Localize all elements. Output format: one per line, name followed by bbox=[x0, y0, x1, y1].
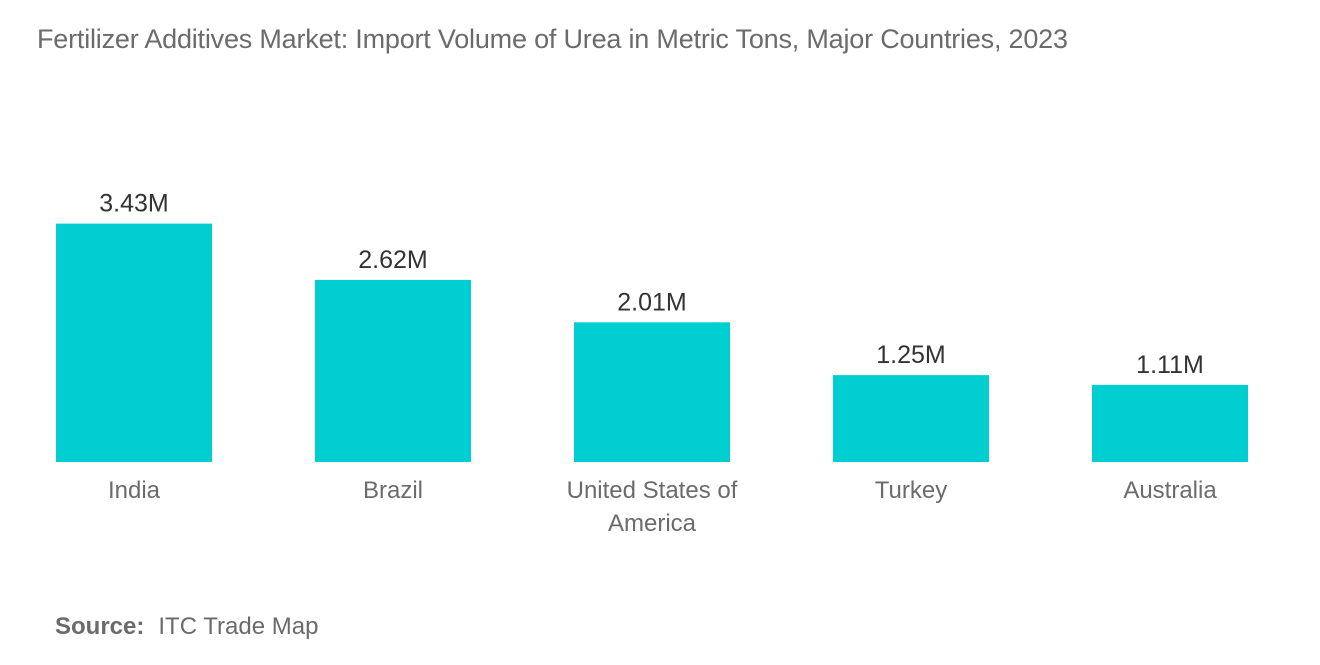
source-label: Source: bbox=[55, 613, 145, 640]
chart-title: Fertilizer Additives Market: Import Volu… bbox=[37, 24, 1068, 54]
bar-india bbox=[56, 223, 212, 462]
category-label: Turkey bbox=[875, 477, 947, 504]
category-label: Australia bbox=[1123, 477, 1217, 504]
bar-turkey bbox=[833, 375, 989, 462]
bar-chart: 3.43M India 2.62M Brazil 2.01M United States … bbox=[56, 190, 1248, 537]
category-label-line: India bbox=[108, 477, 161, 504]
source-text: ITC Trade Map bbox=[158, 613, 319, 640]
data-label: 1.11M bbox=[1136, 351, 1204, 379]
category-label: India bbox=[108, 477, 161, 504]
source-note: Source: ITC Trade Map bbox=[55, 613, 318, 641]
category-label-line: Turkey bbox=[875, 477, 947, 504]
bar-brazil bbox=[315, 279, 471, 462]
category-label-line: Brazil bbox=[363, 477, 423, 504]
category-label-line: Australia bbox=[1123, 477, 1217, 504]
data-label: 1.25M bbox=[876, 341, 945, 369]
data-label: 2.62M bbox=[358, 246, 427, 274]
data-label: 2.01M bbox=[617, 288, 686, 316]
data-label: 3.43M bbox=[99, 190, 168, 218]
bar-united-states-of-america bbox=[574, 322, 730, 462]
category-label: United States of America bbox=[567, 477, 738, 537]
category-label: Brazil bbox=[363, 477, 423, 504]
category-label-line: United States of bbox=[567, 477, 738, 504]
category-label-line: America bbox=[608, 510, 697, 537]
bar-australia bbox=[1092, 384, 1248, 462]
